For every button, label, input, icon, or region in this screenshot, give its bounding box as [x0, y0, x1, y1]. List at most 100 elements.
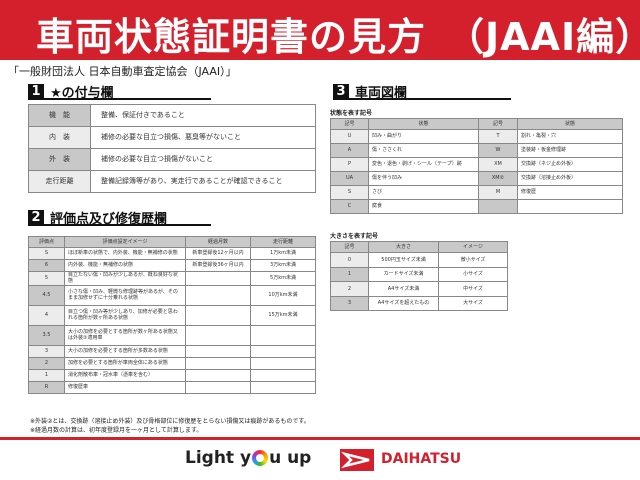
table-cell: 1	[330, 266, 369, 282]
table-cell: A4サイズを超えたもの	[368, 295, 439, 311]
table-cell: 新車登録後36ヶ月以内	[185, 259, 251, 272]
table-cell: 小サイズ	[438, 266, 508, 282]
table-cell: 記号	[330, 118, 369, 130]
table-cell	[185, 324, 251, 346]
table-row: 0 500円玉サイズ未満 微小サイズ	[330, 252, 508, 268]
table-cell: 10万km未満	[250, 284, 316, 306]
table-row: 4.5 小さな傷・凹み、軽微な修理跡等があるが、そのまま加修せずに十分乗れる状態 1…	[28, 284, 316, 306]
table-cell: M	[478, 185, 518, 200]
table-cell: 15万km未満	[250, 304, 316, 326]
table-row: 2 加修を必要とする箇所が車両全体にある状態	[28, 356, 316, 370]
section3-heading: 3 車両図欄	[333, 84, 511, 101]
table-row: 3.5 大小の加修を必要とする箇所が数ヶ所ある状態又は外装②適用車	[28, 324, 316, 346]
size-symbol-table: 記号 大きさ イメージ 0 500円玉サイズ未満 微小サイズ 1 カードサイズ未満 小サイズ 2 A…	[330, 241, 508, 311]
table-row: 3 大小の加修を必要とする箇所が多数ある状態	[28, 344, 316, 358]
table-row: UA 傷を伴う凹み XM② 交換跡（溶接止め外板）	[330, 171, 623, 186]
table-cell	[185, 344, 251, 358]
slogan-text: u up	[269, 448, 312, 468]
table-cell: 中サイズ	[438, 281, 508, 297]
table-cell: 記号	[330, 241, 369, 253]
table-cell: 目立たない傷・凹みが少しあるが、概ね良好な状態	[64, 271, 186, 286]
table-cell: 状態	[517, 118, 623, 130]
table-cell: 交換跡（溶接止め外板）	[517, 171, 623, 186]
table-cell: 小さな傷・凹み、軽微な修理跡等があるが、そのまま加修せずに十分乗れる状態	[64, 284, 186, 306]
table-cell: 腐食	[368, 199, 479, 214]
table-cell: 走行距離	[28, 170, 91, 193]
table-cell: U	[330, 129, 369, 144]
table-row: 内 装補修の必要な目立つ損傷、悪臭等がないこと	[28, 126, 316, 149]
table-cell: 補修の必要な目立つ損傷がないこと	[90, 148, 316, 171]
table-cell: 状態	[368, 118, 479, 130]
table-cell	[185, 304, 251, 326]
table-cell: 大小の加修を必要とする箇所が数ヶ所ある状態又は外装②適用車	[64, 324, 186, 346]
table-row: R 修復歴車	[28, 380, 316, 394]
size-caption: 大きさを表す記号	[330, 233, 379, 240]
table-cell: 微小サイズ	[438, 252, 508, 268]
slogan-logo: Light y u up	[185, 448, 311, 468]
section-title: 車両図欄	[355, 85, 408, 101]
table-cell: さび	[368, 185, 479, 200]
table-cell: 評価点	[28, 236, 65, 248]
table-cell: 1万km未満	[250, 247, 316, 260]
section1-heading: 1 ★の付与欄	[28, 84, 211, 101]
table-cell: 傷・ささくれ	[368, 143, 479, 158]
table-cell: 新車登録後12ヶ月以内	[185, 247, 251, 260]
table-cell: 500円玉サイズ未満	[368, 252, 439, 268]
table-cell: T	[478, 129, 518, 144]
section2-heading: 2 評価点及び修復歴欄	[28, 210, 211, 227]
table-cell: R	[28, 380, 65, 394]
table-cell: 整備記録簿等があり、実走行であることが確認できること	[90, 170, 316, 193]
table-cell: 傷を伴う凹み	[368, 171, 479, 186]
table-cell: 凹み・曲がり	[368, 129, 479, 144]
table-cell: 2	[28, 356, 65, 370]
note: ※外装②とは、交換跡（溶接止め外装）及び骨格部位に修復歴をとらない損傷又は痕跡が…	[30, 418, 310, 425]
table-cell: 3.5	[28, 324, 65, 346]
section-number: 3	[333, 84, 349, 99]
table-cell: 内外装、機能・無補修の状態	[64, 259, 186, 272]
table-cell: 整備、保証付きであること	[90, 104, 316, 127]
rainbow-ring-icon	[252, 450, 269, 466]
table-cell: 1	[28, 368, 65, 382]
table-cell: 大きさ	[368, 241, 439, 253]
table-row: 2 A4サイズ未満 中サイズ	[330, 281, 508, 297]
table-cell: イメージ	[438, 241, 508, 253]
table-cell: 割れ・亀裂・穴	[517, 129, 623, 144]
table-cell: 3	[28, 344, 65, 358]
subtitle: 「一般財団法人 日本自動車査定協会（JAAI）」	[8, 65, 237, 78]
footer-divider	[0, 437, 640, 440]
note: ※経過月数の計算は、初年度登録月を一ヶ月として計算します。	[30, 427, 203, 434]
slogan-text: Light y	[185, 448, 252, 468]
table-cell: 6	[28, 259, 65, 272]
table-cell: C	[330, 199, 369, 214]
table-row: 3 A4サイズを超えたもの 大サイズ	[330, 295, 508, 311]
section-title: ★の付与欄	[50, 85, 114, 101]
table-row: 1 カードサイズ未満 小サイズ	[330, 266, 508, 282]
table-cell: S	[330, 185, 369, 200]
table-cell: 評価点設定イメージ	[64, 236, 186, 248]
table-cell: 消化剤散布車・冠水車（憑車を含む）	[64, 368, 186, 382]
table-cell: 5万km未満	[250, 271, 316, 286]
table-cell	[185, 271, 251, 286]
table-cell: 記号	[478, 118, 518, 130]
table-cell	[185, 284, 251, 306]
table-cell: 目立つ傷・凹み等が少しあり、加修が必要と思われる箇所が数ヶ所ある状態	[64, 304, 186, 326]
table-row: U 凹み・曲がり T 割れ・亀裂・穴	[330, 129, 623, 144]
table-row: A 傷・ささくれ W 塗装跡・板金修理跡	[330, 143, 623, 158]
score-table: 評価点 評価点設定イメージ 経過月数 走行距離 S ほぼ新車の状態で、内外装、機能・無補修…	[28, 236, 316, 394]
table-cell	[250, 324, 316, 346]
table-cell	[517, 199, 623, 214]
table-row: 4 目立つ傷・凹み等が少しあり、加修が必要と思われる箇所が数ヶ所ある状態 15万km…	[28, 304, 316, 326]
header-banner: 車両状態証明書の見方 （JAAI編）	[0, 0, 640, 60]
notes: ※外装②とは、交換跡（溶接止め外装）及び骨格部位に修復歴をとらない損傷又は痕跡が…	[30, 417, 310, 435]
table-cell	[250, 356, 316, 370]
table-cell: 外 装	[28, 148, 91, 171]
table-cell	[250, 344, 316, 358]
table-cell: 塗装跡・板金修理跡	[517, 143, 623, 158]
table-cell: 2	[330, 281, 369, 297]
table-cell: 内 装	[28, 126, 91, 149]
table-row: 5 目立たない傷・凹みが少しあるが、概ね良好な状態 5万km未満	[28, 271, 316, 286]
table-cell: 変色・退色・剥げ・シール（テープ）跡	[368, 157, 479, 172]
table-row: S さび M 修復歴	[330, 185, 623, 200]
table-cell: 大小の加修を必要とする箇所が多数ある状態	[64, 344, 186, 358]
table-cell: 3万km未満	[250, 259, 316, 272]
